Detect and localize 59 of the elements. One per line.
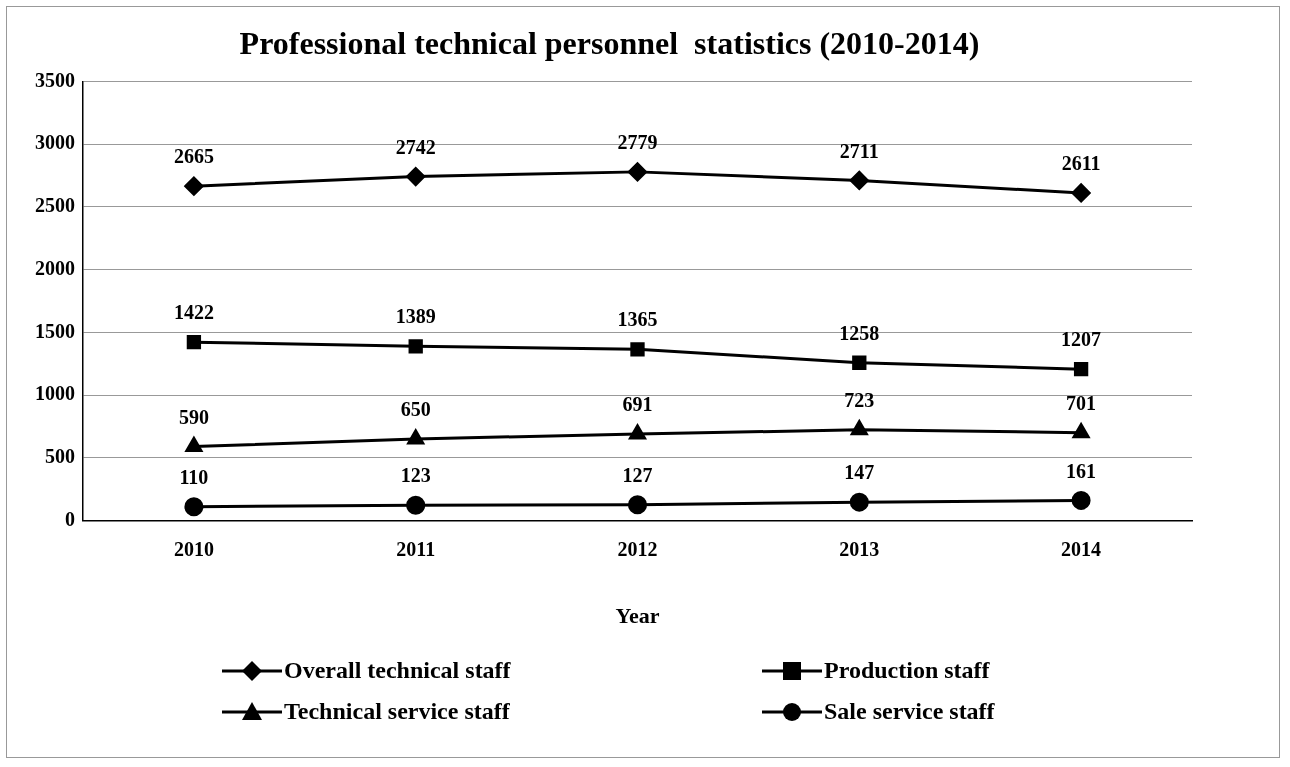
data-label: 1258 (839, 321, 880, 344)
y-tick-label: 3000 (35, 131, 75, 154)
data-label: 161 (1066, 459, 1097, 482)
x-axis-title: Year (615, 603, 660, 629)
point (408, 339, 423, 354)
data-label: 723 (844, 389, 875, 412)
x-tick-label: 2011 (396, 537, 436, 560)
point (1072, 423, 1090, 439)
point (852, 355, 867, 370)
data-label: 2611 (1061, 152, 1101, 175)
data-label: 2665 (173, 145, 214, 168)
data-label: 590 (178, 405, 209, 428)
data-label: 123 (400, 464, 431, 487)
point (184, 497, 204, 517)
point (1071, 490, 1091, 510)
y-tick-label: 500 (45, 445, 75, 468)
legend-label: Sale service staff (824, 698, 995, 725)
data-label: 1207 (1061, 328, 1102, 351)
point (629, 424, 646, 440)
x-tick-label: 2014 (1061, 537, 1102, 560)
point (1071, 183, 1091, 203)
point (849, 170, 869, 190)
point (184, 176, 204, 196)
data-label: 127 (622, 463, 653, 486)
point (849, 492, 869, 512)
y-tick-label: 3500 (35, 68, 75, 91)
point (186, 335, 202, 350)
y-tick-label: 1500 (35, 319, 75, 342)
point (628, 495, 647, 515)
chart-title: Professional technical personnel statistics (2010-2014) (239, 25, 980, 62)
x-tick-label: 2010 (173, 537, 214, 560)
x-tick-label: 2013 (839, 537, 880, 560)
point (407, 429, 425, 445)
point (628, 162, 647, 182)
point (630, 342, 645, 357)
data-label: 701 (1066, 391, 1097, 414)
point (850, 420, 868, 436)
legend-label: Production staff (824, 657, 990, 684)
y-tick-label: 0 (65, 507, 75, 530)
y-tick-label: 1000 (35, 382, 75, 405)
data-label: 691 (622, 393, 653, 416)
point (1073, 361, 1089, 377)
point (406, 167, 426, 187)
data-label: 2742 (395, 135, 436, 158)
legend-label: Technical service staff (284, 698, 510, 725)
data-label: 147 (844, 461, 875, 484)
data-label: 110 (179, 465, 209, 488)
data-label: 1422 (173, 301, 214, 324)
legend-label: Overall technical staff (284, 657, 511, 684)
point (406, 495, 426, 515)
point (185, 437, 203, 453)
data-label: 1365 (617, 308, 658, 331)
y-tick-label: 2500 (35, 194, 75, 217)
data-label: 2779 (617, 131, 658, 154)
data-label: 1389 (395, 305, 436, 328)
data-label: 2711 (839, 139, 879, 162)
x-tick-label: 2012 (617, 537, 658, 560)
y-tick-label: 2000 (35, 256, 75, 279)
data-label: 650 (400, 398, 431, 421)
